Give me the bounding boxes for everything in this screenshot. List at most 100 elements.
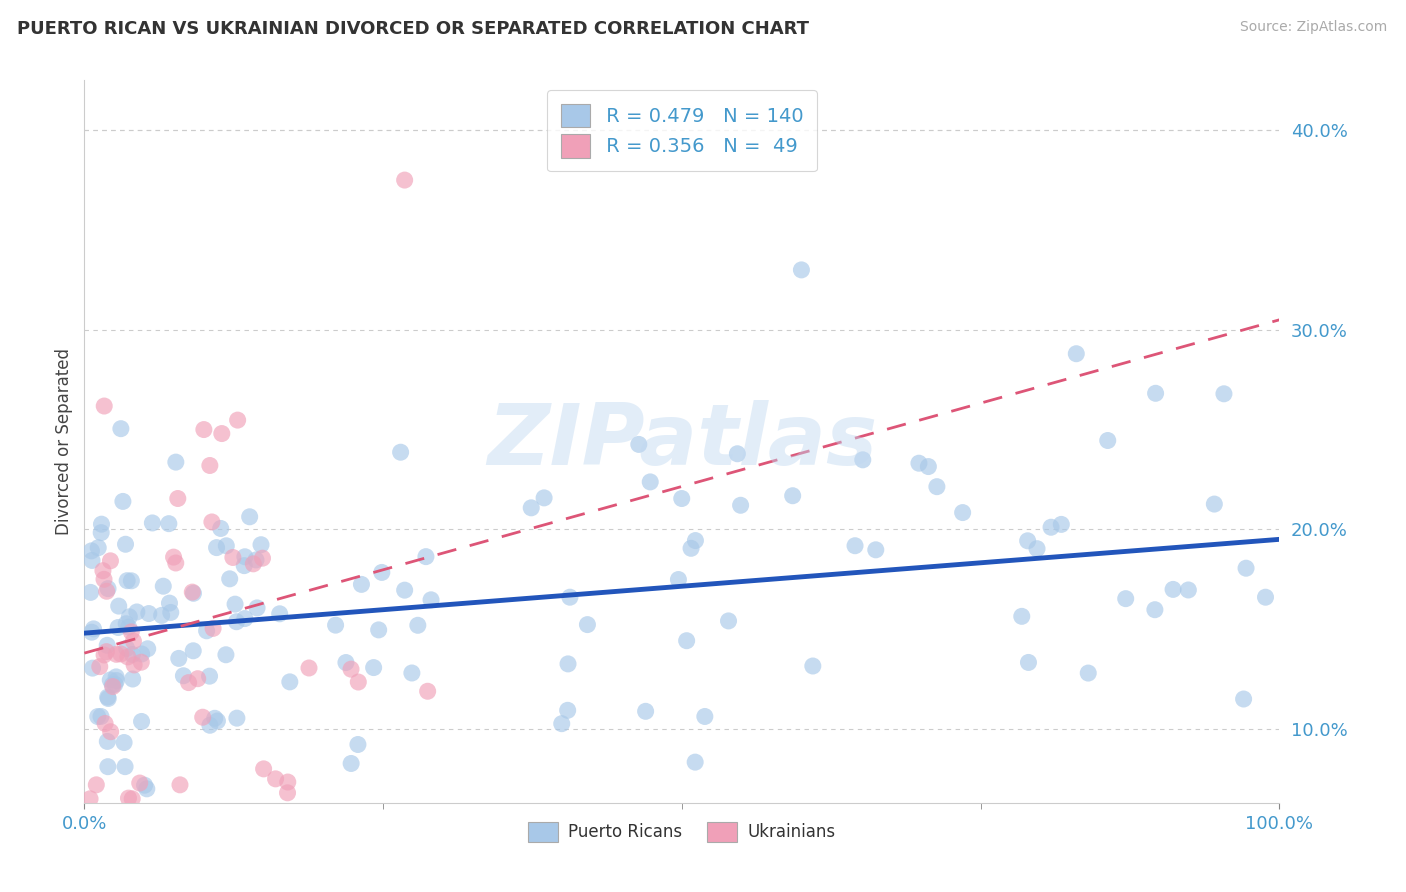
- Point: [93, 399, 115, 413]
- Point: [1254, 591, 1277, 605]
- Point: [209, 521, 232, 535]
- Point: [80, 625, 103, 640]
- Point: [97, 690, 120, 704]
- Point: [131, 647, 153, 661]
- Point: [80, 553, 103, 567]
- Point: [82, 661, 104, 675]
- Point: [159, 596, 181, 610]
- Point: [120, 574, 142, 588]
- Point: [350, 577, 373, 591]
- Point: [96, 645, 118, 659]
- Point: [218, 572, 240, 586]
- Point: [790, 263, 813, 277]
- Point: [215, 648, 238, 662]
- Point: [118, 609, 141, 624]
- Point: [298, 661, 321, 675]
- Point: [1011, 609, 1033, 624]
- Text: Source: ZipAtlas.com: Source: ZipAtlas.com: [1240, 20, 1388, 34]
- Point: [128, 776, 150, 790]
- Point: [165, 455, 187, 469]
- Point: [277, 775, 299, 789]
- Point: [105, 673, 128, 688]
- Point: [187, 672, 209, 686]
- Point: [225, 711, 247, 725]
- Point: [908, 456, 931, 470]
- Point: [925, 480, 948, 494]
- Point: [94, 716, 117, 731]
- Point: [201, 515, 224, 529]
- Point: [100, 554, 122, 568]
- Point: [79, 585, 101, 599]
- Point: [347, 675, 370, 690]
- Point: [558, 591, 581, 605]
- Point: [551, 716, 574, 731]
- Point: [169, 778, 191, 792]
- Point: [97, 691, 120, 706]
- Point: [79, 792, 101, 806]
- Point: [725, 447, 748, 461]
- Point: [138, 607, 160, 621]
- Point: [852, 453, 875, 467]
- Point: [1144, 386, 1167, 401]
- Point: [782, 489, 804, 503]
- Point: [1040, 520, 1063, 534]
- Point: [1213, 386, 1236, 401]
- Point: [104, 677, 127, 691]
- Point: [335, 656, 357, 670]
- Point: [394, 583, 416, 598]
- Point: [115, 641, 138, 656]
- Y-axis label: Divorced or Separated: Divorced or Separated: [55, 348, 73, 535]
- Point: [340, 756, 363, 771]
- Point: [150, 608, 173, 623]
- Point: [634, 704, 657, 718]
- Point: [111, 494, 134, 508]
- Point: [557, 703, 579, 717]
- Point: [520, 500, 543, 515]
- Point: [96, 734, 118, 748]
- Point: [401, 665, 423, 680]
- Point: [363, 660, 385, 674]
- Point: [226, 413, 249, 427]
- Point: [801, 659, 824, 673]
- Point: [1204, 497, 1226, 511]
- Point: [1050, 517, 1073, 532]
- Point: [101, 680, 124, 694]
- Point: [1017, 656, 1039, 670]
- Point: [367, 623, 389, 637]
- Point: [117, 620, 139, 634]
- Point: [198, 669, 221, 683]
- Point: [93, 648, 115, 662]
- Point: [136, 641, 159, 656]
- Point: [86, 778, 108, 792]
- Text: PUERTO RICAN VS UKRAINIAN DIVORCED OR SEPARATED CORRELATION CHART: PUERTO RICAN VS UKRAINIAN DIVORCED OR SE…: [17, 20, 808, 37]
- Point: [141, 516, 163, 530]
- Point: [107, 620, 129, 634]
- Point: [165, 556, 187, 570]
- Point: [668, 573, 690, 587]
- Point: [105, 648, 128, 662]
- Point: [112, 735, 135, 749]
- Point: [134, 778, 156, 792]
- Point: [115, 616, 138, 631]
- Point: [207, 714, 229, 728]
- Point: [114, 759, 136, 773]
- Point: [242, 557, 264, 571]
- Point: [121, 792, 143, 806]
- Point: [120, 624, 142, 639]
- Point: [233, 549, 256, 564]
- Point: [110, 422, 132, 436]
- Point: [865, 542, 887, 557]
- Point: [215, 539, 238, 553]
- Text: ZIPatlas: ZIPatlas: [486, 400, 877, 483]
- Point: [685, 533, 707, 548]
- Point: [89, 659, 111, 673]
- Point: [533, 491, 555, 505]
- Point: [671, 491, 693, 506]
- Point: [87, 709, 110, 723]
- Point: [91, 564, 114, 578]
- Point: [1234, 561, 1257, 575]
- Point: [1161, 582, 1184, 597]
- Point: [131, 714, 153, 729]
- Point: [98, 673, 121, 687]
- Point: [107, 599, 129, 613]
